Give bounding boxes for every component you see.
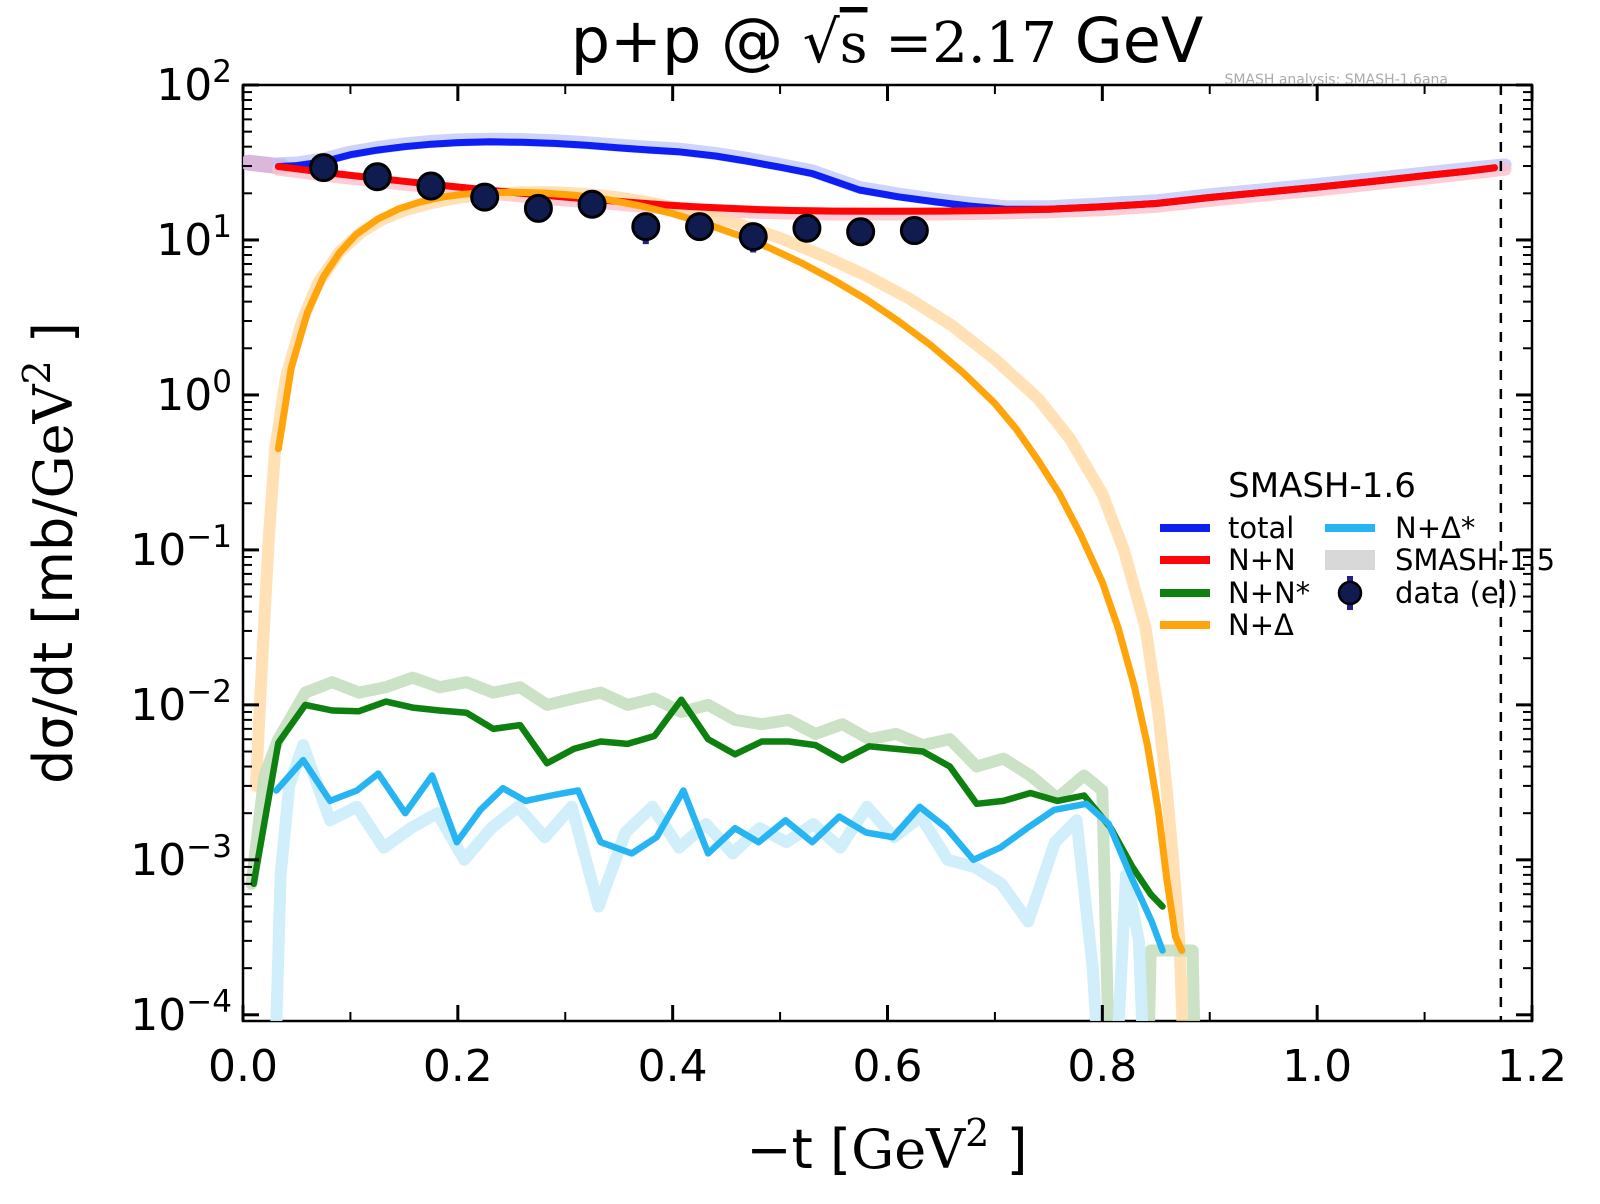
axis-ticks <box>241 83 1534 1021</box>
curve-smash15-ndeltastar <box>270 739 1149 1021</box>
data-marker <box>523 193 553 223</box>
tick-labels: 0.0 0.2 0.4 0.6 0.8 1.0 1.2 102 101 100 10−1 10−2 10… <box>130 54 1567 1092</box>
legend-label: N+Δ <box>1228 608 1294 642</box>
legend-title: SMASH-1.6 <box>1228 466 1416 506</box>
y-tick-label: 10−2 <box>130 674 232 731</box>
data-marker <box>362 162 392 192</box>
y-tick-label: 100 <box>156 364 232 421</box>
data-marker <box>631 212 661 242</box>
data-marker <box>899 216 929 246</box>
curve-nnstar <box>250 696 1166 910</box>
legend-label: SMASH-1.5 <box>1395 543 1555 577</box>
y-tick-label: 102 <box>156 54 232 111</box>
data-marker <box>738 222 768 252</box>
data-points <box>309 153 929 253</box>
watermark: SMASH analysis: SMASH-1.6ana <box>1224 72 1448 88</box>
curve-smash15-nnstar <box>245 671 1201 1021</box>
legend-label: N+N* <box>1228 576 1310 610</box>
y-tick-label: 10−4 <box>130 984 232 1041</box>
x-tick-label: 1.2 <box>1497 1041 1567 1092</box>
x-tick-label: 1.0 <box>1282 1041 1352 1092</box>
x-tick-label: 0.4 <box>638 1041 708 1092</box>
data-marker <box>416 171 446 201</box>
data-marker <box>846 217 876 247</box>
legend-swatch-smash15 <box>1325 550 1375 570</box>
data-marker <box>470 182 500 212</box>
y-tick-label: 101 <box>156 209 232 266</box>
data-marker <box>577 189 607 219</box>
legend-label: data (el) <box>1395 576 1518 610</box>
y-axis-label: dσ/dt [mb/GeV2 ] <box>15 322 85 784</box>
y-tick-label: 10−3 <box>130 829 232 886</box>
x-tick-label: 0.8 <box>1067 1041 1137 1092</box>
x-tick-label: 0.6 <box>853 1041 923 1092</box>
legend-label: N+N <box>1228 543 1296 577</box>
legend-label: N+Δ* <box>1395 511 1475 545</box>
plot-title: p+p @ √s =2.17 GeV <box>571 4 1204 77</box>
data-marker <box>685 212 715 242</box>
x-tick-label: 0.0 <box>208 1041 278 1092</box>
y-tick-label: 10−1 <box>130 519 232 576</box>
data-marker <box>792 213 822 243</box>
data-marker <box>309 153 339 183</box>
legend-label: total <box>1228 511 1294 545</box>
x-axis-label: −t [GeV2 ] <box>746 1111 1027 1181</box>
curve-smash15-ndelta <box>249 186 1189 1021</box>
x-tick-label: 0.2 <box>423 1041 493 1092</box>
curve-ndeltastar <box>273 756 1166 954</box>
legend-marker <box>1337 580 1363 606</box>
smash15-shadow-curves <box>243 132 1512 1021</box>
